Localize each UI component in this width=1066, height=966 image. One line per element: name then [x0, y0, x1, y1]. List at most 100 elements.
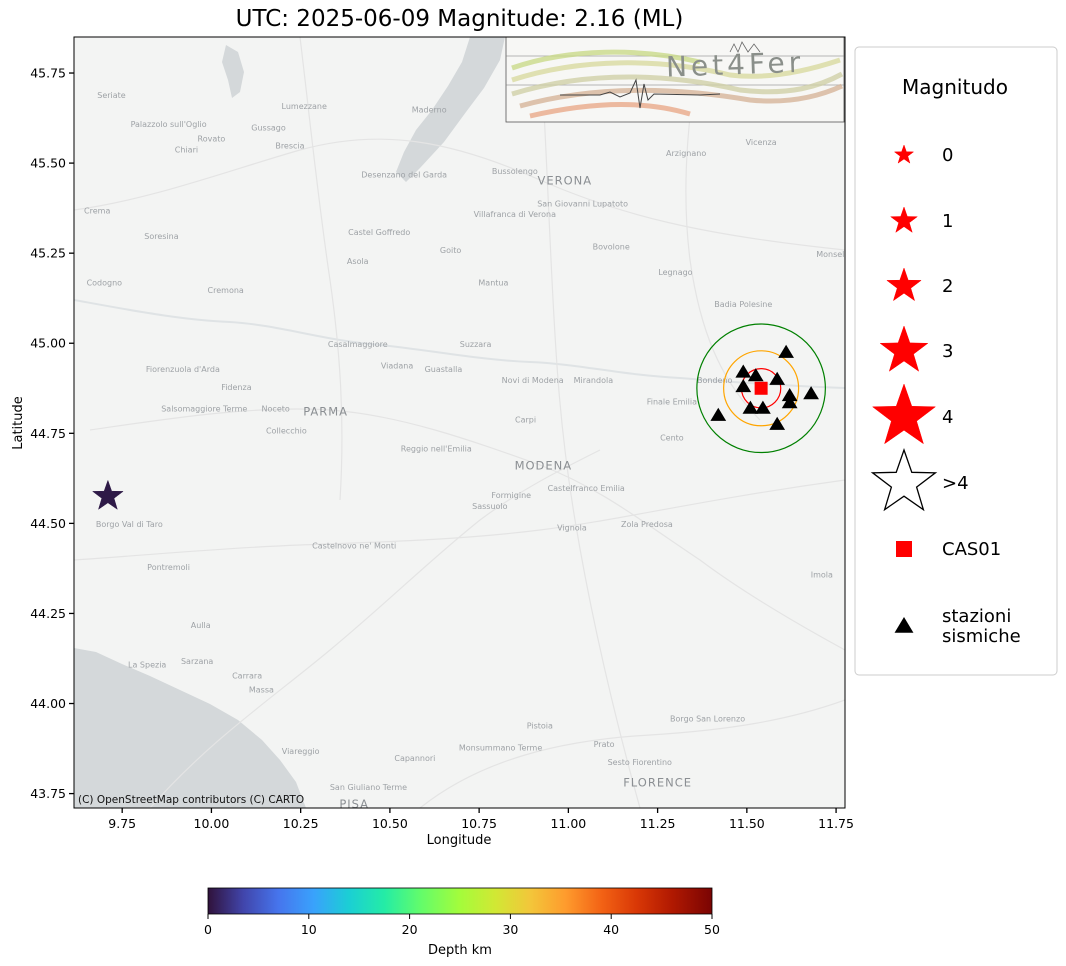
place-label: Suzzara — [460, 340, 492, 349]
net4fer-logo: Net4Fer — [505, 36, 845, 123]
distance-ring — [723, 350, 800, 427]
lake-garda — [396, 37, 505, 182]
place-label: Salsomaggiore Terme — [161, 405, 247, 414]
place-label: PARMA — [303, 404, 348, 418]
place-label: Gussago — [251, 124, 286, 133]
place-label: Zola Predosa — [621, 520, 673, 529]
place-label: Badia Polesine — [714, 300, 772, 309]
cas01-station-layer — [754, 381, 768, 395]
legend-item-label: 2 — [942, 276, 953, 297]
y-tick-label: 45.25 — [30, 246, 66, 261]
x-axis: 9.75 10.00 10.25 10.50 10.75 11.00 11.25 11.50 1… — [108, 808, 854, 831]
legend-item-label: >4 — [942, 473, 969, 494]
place-label: Goito — [440, 246, 461, 255]
place-label: Fidenza — [221, 383, 252, 392]
seismic-station-marker — [778, 344, 794, 358]
seismic-station-marker — [747, 368, 764, 382]
x-tick-label: 11.75 — [818, 816, 854, 831]
place-label: Formigine — [491, 491, 531, 500]
seismic-station-marker — [769, 371, 786, 385]
place-label: Bondeno — [697, 376, 733, 385]
colorbar-tick-label: 0 — [204, 922, 212, 937]
place-label: Finale Emilia — [647, 397, 697, 406]
seismic-station-marker — [781, 395, 798, 409]
place-label: San Giovanni Lupatoto — [537, 199, 628, 208]
place-label: San Giuliano Terme — [330, 783, 407, 792]
logo-text: Net4Fer — [665, 46, 804, 84]
legend-square-icon — [896, 541, 912, 557]
colorbar-label: Depth km — [428, 943, 492, 958]
place-label: Capannori — [394, 754, 435, 763]
road-network — [74, 37, 845, 808]
seismic-stations-layer — [710, 344, 819, 430]
lake-iseo — [222, 45, 244, 98]
legend-items: 0 1 2 3 4 >4 CAS01 stazioni sismiche — [870, 144, 1021, 647]
place-label: Chiari — [175, 145, 198, 154]
place-label: FLORENCE — [623, 775, 692, 789]
place-label: Legnago — [658, 268, 692, 277]
distance-ring — [696, 323, 826, 454]
y-tick-label: 45.75 — [30, 66, 66, 81]
y-tick-label: 44.25 — [30, 606, 66, 621]
x-tick-label: 10.50 — [372, 816, 408, 831]
x-tick-label: 11.00 — [550, 816, 586, 831]
seismic-station-marker — [755, 400, 771, 414]
legend-item-label: 3 — [942, 341, 953, 362]
place-label: Casalmaggiore — [328, 340, 388, 349]
y-axis: 43.75 44.00 44.25 44.50 44.75 45.00 45.25 45.50… — [30, 66, 74, 801]
legend-star-icon — [889, 206, 919, 233]
place-label: Bussolengo — [492, 167, 538, 176]
y-tick-label: 44.00 — [30, 696, 66, 711]
depth-colorbar: 0 10 20 30 40 50 Depth km — [204, 887, 720, 958]
place-label: Fiorenzuola d'Arda — [146, 365, 220, 374]
place-label: Arzignano — [666, 149, 706, 158]
legend-item-label: stazioni sismiche — [942, 606, 1021, 647]
legend-item-label: CAS01 — [942, 539, 1001, 560]
place-label: Noceto — [262, 405, 290, 414]
x-tick-label: 10.25 — [283, 816, 319, 831]
place-label: Collecchio — [266, 426, 307, 435]
seismic-station-marker — [769, 416, 786, 430]
place-label: Castelnovo ne' Monti — [312, 542, 396, 551]
place-label: Rovato — [198, 134, 226, 143]
legend-star-icon — [871, 383, 937, 445]
colorbar-ticks: 0 10 20 30 40 50 — [204, 914, 720, 937]
event-layer — [91, 479, 124, 510]
place-label: Monselice — [816, 250, 856, 259]
legend-star-icon — [879, 325, 929, 372]
place-label: Carpi — [515, 416, 536, 425]
place-label: Pistoia — [527, 722, 553, 731]
place-label: Lumezzane — [282, 102, 327, 111]
place-label: Brescia — [275, 142, 304, 151]
seismic-station-marker — [742, 400, 759, 414]
place-label: Crema — [84, 207, 110, 216]
place-label: Vicenza — [746, 138, 777, 147]
legend-item-label: 0 — [942, 145, 953, 166]
x-tick-label: 11.50 — [729, 816, 765, 831]
colorbar-gradient — [207, 887, 713, 915]
place-label: Asola — [347, 257, 369, 266]
place-label: Cremona — [208, 286, 244, 295]
colorbar-tick-label: 10 — [301, 922, 317, 937]
map-land — [74, 37, 845, 808]
place-label: Aulla — [191, 621, 211, 630]
place-label: Reggio nell'Emilia — [401, 444, 472, 453]
x-tick-label: 10.75 — [461, 816, 497, 831]
place-label: La Spezia — [128, 660, 166, 669]
place-label: Vignola — [557, 524, 587, 533]
map-title: UTC: 2025-06-09 Magnitude: 2.16 (ML) — [235, 6, 684, 32]
place-label: Palazzolo sull'Oglio — [131, 120, 207, 129]
x-tick-label: 10.00 — [194, 816, 230, 831]
place-label: Cento — [660, 434, 684, 443]
map-frame — [73, 36, 846, 809]
place-label: Desenzano del Garda — [361, 171, 447, 180]
place-label: Novi di Modena — [502, 376, 564, 385]
place-label: Soresina — [144, 232, 178, 241]
place-label: Sarzana — [181, 657, 213, 666]
place-label: Castel Goffredo — [348, 228, 410, 237]
event-star-marker — [91, 479, 124, 510]
x-tick-label: 9.75 — [108, 816, 136, 831]
seismic-station-marker — [735, 378, 752, 393]
y-axis-label: Latitude — [11, 396, 26, 450]
